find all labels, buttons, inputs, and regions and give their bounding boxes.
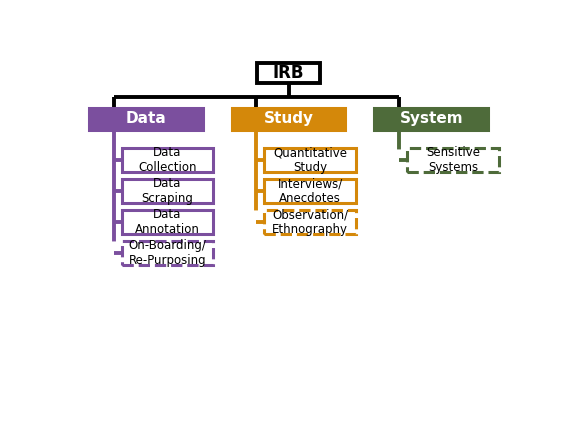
Text: IRB: IRB xyxy=(273,64,304,82)
Text: Observation/
Ethnography: Observation/ Ethnography xyxy=(272,208,348,236)
FancyBboxPatch shape xyxy=(407,148,499,172)
Text: System: System xyxy=(400,111,463,126)
FancyBboxPatch shape xyxy=(264,210,356,234)
Text: Data
Annotation: Data Annotation xyxy=(135,208,200,236)
FancyBboxPatch shape xyxy=(264,148,356,172)
Text: Interviews/
Anecdotes: Interviews/ Anecdotes xyxy=(278,177,343,205)
FancyBboxPatch shape xyxy=(257,62,320,83)
FancyBboxPatch shape xyxy=(232,108,346,130)
FancyBboxPatch shape xyxy=(122,179,213,203)
Text: Data
Scraping: Data Scraping xyxy=(141,177,193,205)
Text: Sensitive
Systems: Sensitive Systems xyxy=(426,146,480,174)
FancyBboxPatch shape xyxy=(122,210,213,234)
FancyBboxPatch shape xyxy=(374,108,488,130)
FancyBboxPatch shape xyxy=(122,241,213,265)
Text: Data: Data xyxy=(126,111,166,126)
Text: Data
Collection: Data Collection xyxy=(138,146,196,174)
FancyBboxPatch shape xyxy=(89,108,203,130)
Text: Study: Study xyxy=(263,111,313,126)
FancyBboxPatch shape xyxy=(122,148,213,172)
Text: On-Boarding/
Re-Purposing: On-Boarding/ Re-Purposing xyxy=(128,239,206,267)
FancyBboxPatch shape xyxy=(264,179,356,203)
Text: Quantitative
Study: Quantitative Study xyxy=(273,146,347,174)
